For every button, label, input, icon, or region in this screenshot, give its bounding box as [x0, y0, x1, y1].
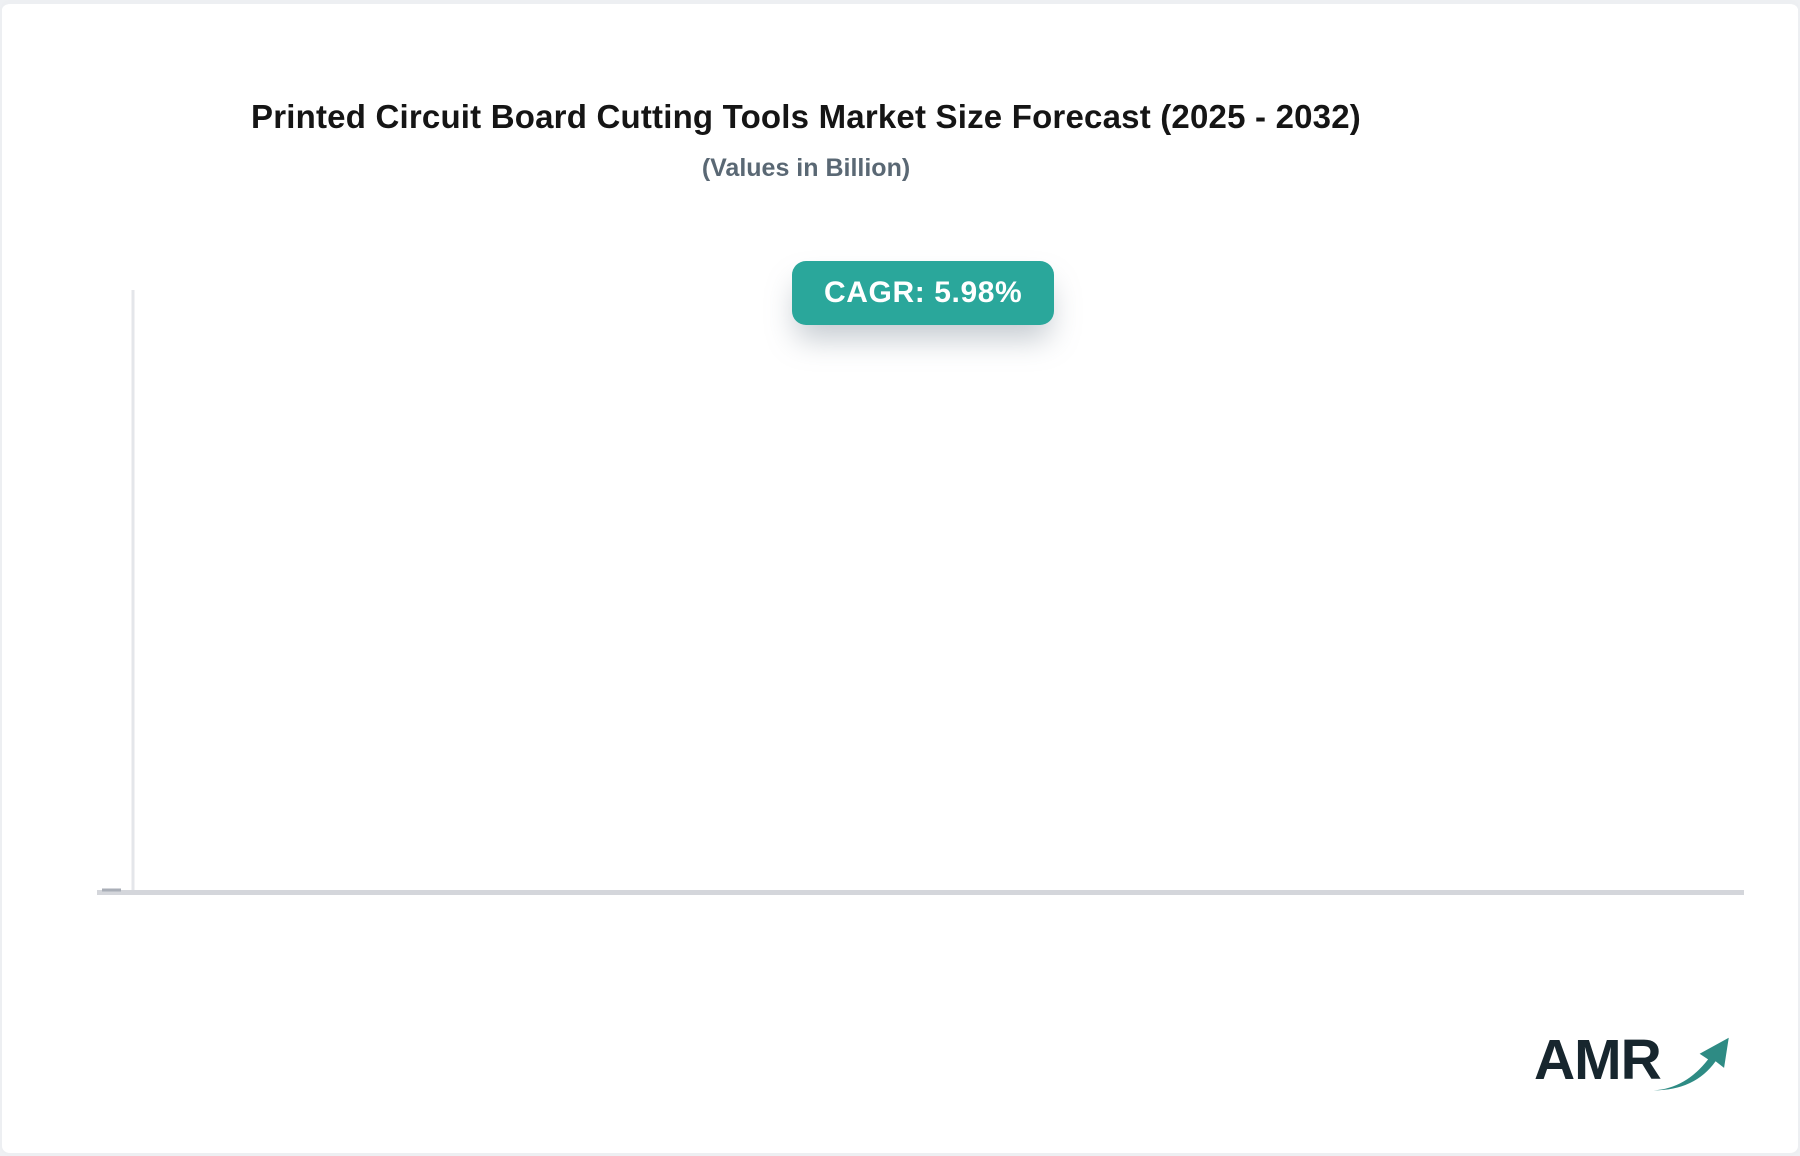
brand-logo: AMR	[1534, 1032, 1737, 1096]
growth-arrow-icon	[1653, 1037, 1729, 1091]
growth-arrow-path	[1653, 1037, 1729, 1091]
chart-area	[2, 240, 1798, 960]
market-size-bar-chart	[97, 290, 1744, 895]
chart-header: Printed Circuit Board Cutting Tools Mark…	[2, 98, 1610, 183]
logo-text: AMR	[1534, 1028, 1662, 1092]
page-subtitle: (Values in Billion)	[701, 154, 911, 182]
page-title: Printed Circuit Board Cutting Tools Mark…	[251, 98, 1361, 135]
cagr-badge: CAGR: 5.98%	[792, 261, 1055, 325]
